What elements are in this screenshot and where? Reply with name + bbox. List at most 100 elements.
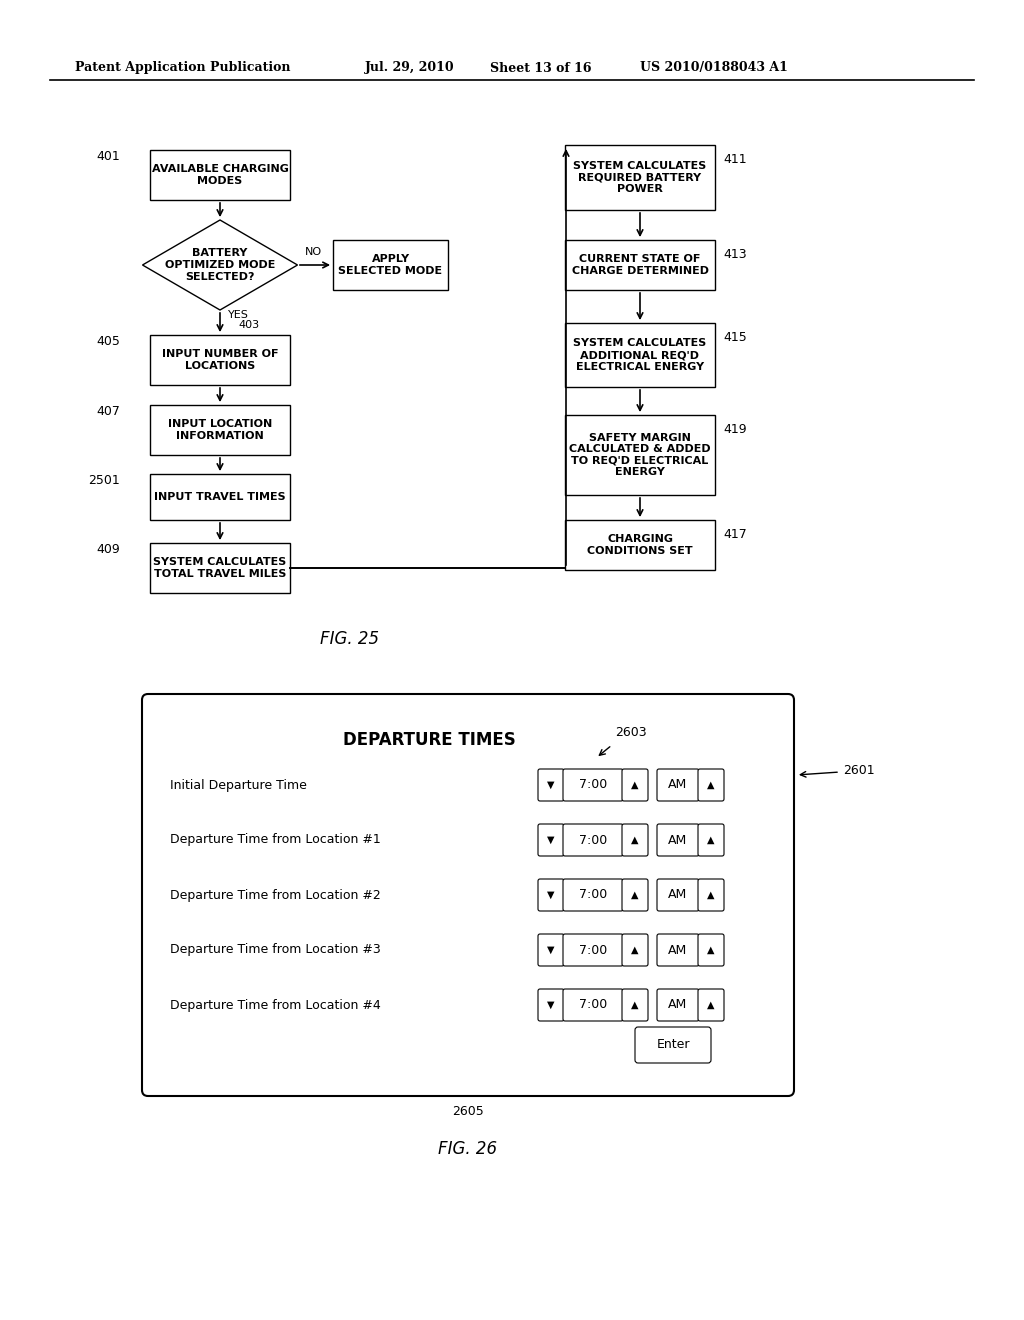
Text: ▲: ▲ (631, 836, 639, 845)
FancyBboxPatch shape (563, 989, 623, 1020)
Text: ▼: ▼ (547, 890, 555, 900)
Text: 405: 405 (96, 335, 120, 348)
Text: AM: AM (669, 833, 688, 846)
Text: AM: AM (669, 998, 688, 1011)
Text: Jul. 29, 2010: Jul. 29, 2010 (365, 62, 455, 74)
Text: 7:00: 7:00 (579, 998, 607, 1011)
FancyBboxPatch shape (657, 879, 699, 911)
Text: AM: AM (669, 888, 688, 902)
Text: CHARGING
CONDITIONS SET: CHARGING CONDITIONS SET (587, 535, 693, 556)
FancyBboxPatch shape (142, 694, 794, 1096)
FancyBboxPatch shape (657, 824, 699, 855)
FancyBboxPatch shape (563, 770, 623, 801)
Text: Departure Time from Location #3: Departure Time from Location #3 (170, 944, 381, 957)
Text: SYSTEM CALCULATES
REQUIRED BATTERY
POWER: SYSTEM CALCULATES REQUIRED BATTERY POWER (573, 161, 707, 194)
Text: INPUT NUMBER OF
LOCATIONS: INPUT NUMBER OF LOCATIONS (162, 350, 279, 371)
Bar (150, 335, 290, 385)
Text: ▲: ▲ (631, 780, 639, 789)
Text: 7:00: 7:00 (579, 888, 607, 902)
Text: 401: 401 (96, 150, 120, 162)
Text: Patent Application Publication: Patent Application Publication (75, 62, 291, 74)
FancyBboxPatch shape (622, 935, 648, 966)
Bar (565, 520, 715, 570)
FancyBboxPatch shape (538, 770, 564, 801)
FancyBboxPatch shape (563, 879, 623, 911)
FancyBboxPatch shape (622, 770, 648, 801)
Text: 419: 419 (723, 422, 746, 436)
Bar (150, 150, 290, 201)
Bar (150, 474, 290, 520)
Text: YES: YES (228, 310, 249, 319)
Text: Initial Departure Time: Initial Departure Time (170, 779, 307, 792)
Text: ▲: ▲ (631, 890, 639, 900)
Text: ▲: ▲ (631, 945, 639, 954)
Text: Enter: Enter (656, 1039, 690, 1052)
Text: AVAILABLE CHARGING
MODES: AVAILABLE CHARGING MODES (152, 164, 289, 186)
Text: ▲: ▲ (708, 780, 715, 789)
Text: INPUT TRAVEL TIMES: INPUT TRAVEL TIMES (155, 492, 286, 502)
Text: 415: 415 (723, 331, 746, 345)
Text: 7:00: 7:00 (579, 779, 607, 792)
Text: US 2010/0188043 A1: US 2010/0188043 A1 (640, 62, 787, 74)
Text: SAFETY MARGIN
CALCULATED & ADDED
TO REQ'D ELECTRICAL
ENERGY: SAFETY MARGIN CALCULATED & ADDED TO REQ'… (569, 433, 711, 478)
FancyBboxPatch shape (657, 935, 699, 966)
Bar (150, 543, 290, 593)
Text: ▼: ▼ (547, 836, 555, 845)
Text: 7:00: 7:00 (579, 944, 607, 957)
Text: 2601: 2601 (843, 763, 874, 776)
Text: DEPARTURE TIMES: DEPARTURE TIMES (343, 731, 516, 748)
Text: ▲: ▲ (708, 890, 715, 900)
Text: FIG. 25: FIG. 25 (321, 630, 380, 648)
Text: ▲: ▲ (631, 1001, 639, 1010)
Bar (565, 414, 715, 495)
Bar (333, 240, 449, 290)
FancyBboxPatch shape (563, 824, 623, 855)
Bar (150, 405, 290, 455)
Bar (565, 145, 715, 210)
Text: 411: 411 (723, 153, 746, 166)
FancyBboxPatch shape (538, 824, 564, 855)
Text: ▼: ▼ (547, 1001, 555, 1010)
Text: Departure Time from Location #1: Departure Time from Location #1 (170, 833, 381, 846)
Text: Sheet 13 of 16: Sheet 13 of 16 (490, 62, 592, 74)
Text: 417: 417 (723, 528, 746, 541)
FancyBboxPatch shape (698, 824, 724, 855)
Text: 7:00: 7:00 (579, 833, 607, 846)
Text: 2605: 2605 (453, 1105, 484, 1118)
FancyBboxPatch shape (657, 770, 699, 801)
FancyBboxPatch shape (698, 935, 724, 966)
FancyBboxPatch shape (635, 1027, 711, 1063)
Text: 2603: 2603 (615, 726, 647, 738)
FancyBboxPatch shape (698, 989, 724, 1020)
Text: CURRENT STATE OF
CHARGE DETERMINED: CURRENT STATE OF CHARGE DETERMINED (571, 255, 709, 276)
FancyBboxPatch shape (657, 989, 699, 1020)
Text: ▲: ▲ (708, 836, 715, 845)
Text: SYSTEM CALCULATES
ADDITIONAL REQ'D
ELECTRICAL ENERGY: SYSTEM CALCULATES ADDITIONAL REQ'D ELECT… (573, 338, 707, 372)
Text: ▼: ▼ (547, 780, 555, 789)
Text: 403: 403 (238, 319, 259, 330)
FancyBboxPatch shape (538, 935, 564, 966)
Text: 407: 407 (96, 405, 120, 418)
Text: 2501: 2501 (88, 474, 120, 487)
Text: 409: 409 (96, 543, 120, 556)
Text: 413: 413 (723, 248, 746, 261)
Text: Departure Time from Location #4: Departure Time from Location #4 (170, 998, 381, 1011)
FancyBboxPatch shape (563, 935, 623, 966)
Text: AM: AM (669, 779, 688, 792)
Text: AM: AM (669, 944, 688, 957)
Text: BATTERY
OPTIMIZED MODE
SELECTED?: BATTERY OPTIMIZED MODE SELECTED? (165, 248, 275, 281)
Text: FIG. 26: FIG. 26 (438, 1140, 498, 1158)
Text: NO: NO (305, 247, 323, 257)
FancyBboxPatch shape (622, 824, 648, 855)
FancyBboxPatch shape (538, 879, 564, 911)
FancyBboxPatch shape (698, 879, 724, 911)
Bar (565, 323, 715, 387)
FancyBboxPatch shape (698, 770, 724, 801)
FancyBboxPatch shape (538, 989, 564, 1020)
Text: APPLY
SELECTED MODE: APPLY SELECTED MODE (339, 255, 442, 276)
FancyBboxPatch shape (622, 989, 648, 1020)
Text: SYSTEM CALCULATES
TOTAL TRAVEL MILES: SYSTEM CALCULATES TOTAL TRAVEL MILES (154, 557, 287, 578)
Text: ▲: ▲ (708, 945, 715, 954)
Bar (565, 240, 715, 290)
Text: Departure Time from Location #2: Departure Time from Location #2 (170, 888, 381, 902)
